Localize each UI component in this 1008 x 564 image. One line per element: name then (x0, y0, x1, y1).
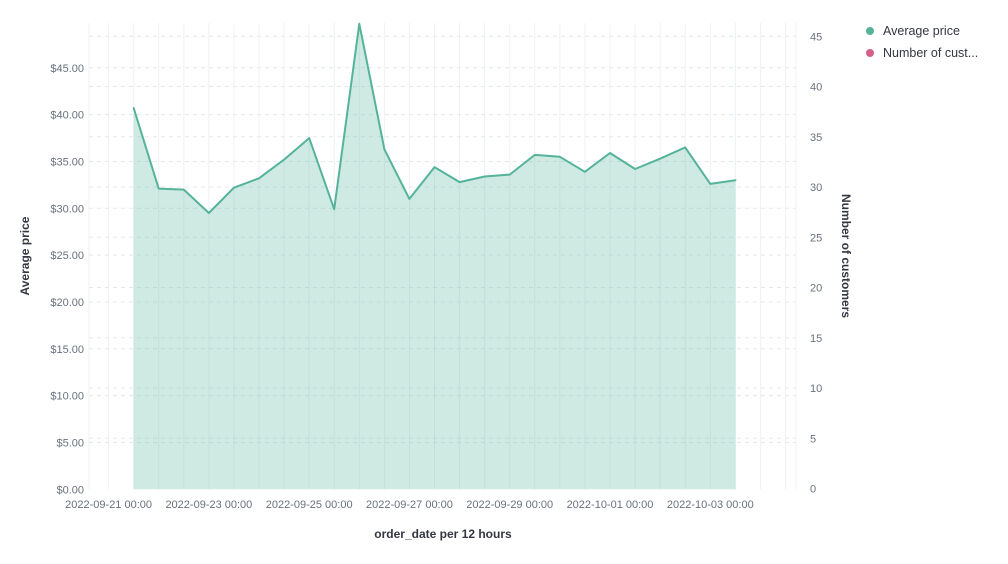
x-axis-tick-label: 2022-09-25 00:00 (266, 499, 353, 511)
x-axis-title: order_date per 12 hours (374, 527, 512, 541)
left-axis-tick-label: $35.00 (50, 156, 84, 168)
left-axis-tick-label: $10.00 (50, 391, 84, 403)
legend-label: Average price (883, 24, 960, 38)
legend-dot-average-price-icon (866, 27, 874, 35)
left-axis-tick-label: $5.00 (56, 437, 84, 449)
right-axis-title: Number of customers (839, 193, 853, 319)
left-axis-tick-label: $45.00 (50, 63, 84, 75)
left-axis-tick-label: $20.00 (50, 297, 84, 309)
x-axis-tick-label: 2022-09-27 00:00 (366, 499, 453, 511)
right-axis-tick-label: 20 (810, 283, 822, 295)
right-axis-tick-label: 25 (810, 232, 822, 244)
right-axis-tick-label: 40 (810, 82, 822, 94)
left-axis-tick-label: $40.00 (50, 110, 84, 122)
right-axis-tick-label: 0 (810, 484, 816, 496)
x-axis-tick-label: 2022-10-03 00:00 (667, 499, 754, 511)
right-axis-tick-label: 30 (810, 182, 822, 194)
right-axis-tick-label: 45 (810, 31, 822, 43)
legend-dot-number-of-customers-icon (866, 49, 874, 57)
x-axis-tick-label: 2022-10-01 00:00 (567, 499, 654, 511)
legend-item-number-of-customers[interactable]: Number of cust... (866, 46, 978, 60)
right-axis-tick-label: 5 (810, 433, 816, 445)
x-axis-tick-label: 2022-09-29 00:00 (466, 499, 553, 511)
right-axis-tick-label: 15 (810, 333, 822, 345)
legend: Average price Number of cust... (866, 24, 978, 60)
x-axis-tick-label: 2022-09-23 00:00 (165, 499, 252, 511)
area-line (132, 22, 737, 214)
right-axis-tick-label: 35 (810, 132, 822, 144)
right-axis-tick-label: 10 (810, 383, 822, 395)
x-axis-tick-label: 2022-09-21 00:00 (65, 499, 152, 511)
left-axis-title: Average price (18, 216, 32, 296)
left-axis-tick-label: $0.00 (56, 484, 84, 496)
legend-item-average-price[interactable]: Average price (866, 24, 978, 38)
legend-label: Number of cust... (883, 46, 979, 60)
left-axis-tick-label: $15.00 (50, 344, 84, 356)
left-axis-tick-label: $25.00 (50, 250, 84, 262)
left-axis-tick-label: $30.00 (50, 203, 84, 215)
area-fill (133, 23, 736, 490)
